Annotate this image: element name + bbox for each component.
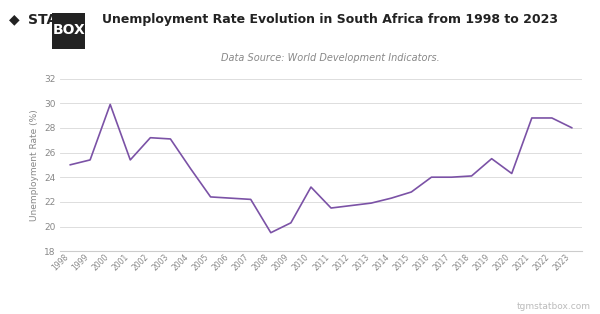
Text: Data Source: World Development Indicators.: Data Source: World Development Indicator… xyxy=(221,53,439,63)
FancyBboxPatch shape xyxy=(52,13,85,49)
Text: STAT: STAT xyxy=(28,13,66,27)
Text: tgmstatbox.com: tgmstatbox.com xyxy=(517,302,591,311)
Y-axis label: Unemployment Rate (%): Unemployment Rate (%) xyxy=(30,109,39,221)
Text: Unemployment Rate Evolution in South Africa from 1998 to 2023: Unemployment Rate Evolution in South Afr… xyxy=(102,13,558,25)
Text: ◆: ◆ xyxy=(9,13,20,27)
Text: BOX: BOX xyxy=(52,24,85,37)
